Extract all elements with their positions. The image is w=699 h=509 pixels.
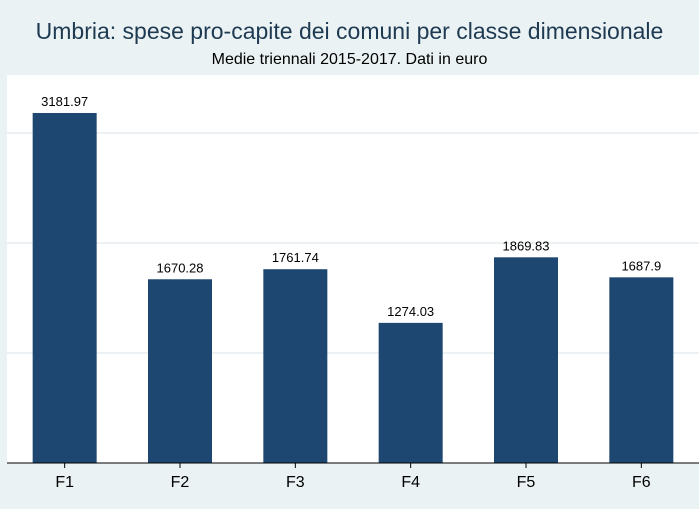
x-tick-label-f3: F3 [286, 474, 305, 491]
bar-f1 [32, 112, 97, 463]
x-tick-label-f2: F2 [171, 474, 190, 491]
x-tick-label-f5: F5 [517, 474, 536, 491]
data-label-f4: 1274.03 [387, 304, 434, 319]
chart-subtitle: Medie triennali 2015-2017. Dati in euro [211, 51, 488, 68]
plot-area [7, 75, 699, 463]
bar-f6 [609, 277, 674, 463]
x-tick-label-f1: F1 [55, 474, 74, 491]
bar-f4 [378, 322, 443, 463]
data-label-f5: 1869.83 [503, 238, 550, 253]
bar-f5 [494, 257, 558, 463]
data-label-f6: 1687.9 [621, 258, 661, 273]
x-tick-label-f4: F4 [401, 474, 420, 491]
data-label-f3: 1761.74 [272, 250, 319, 265]
chart-title: Umbria: spese pro-capite dei comuni per … [35, 18, 664, 44]
x-tick-label-f6: F6 [632, 474, 651, 491]
data-label-f2: 1670.28 [157, 260, 204, 275]
bar-f3 [263, 269, 328, 463]
bar-f2 [148, 279, 212, 463]
data-label-f1: 3181.97 [41, 94, 88, 109]
